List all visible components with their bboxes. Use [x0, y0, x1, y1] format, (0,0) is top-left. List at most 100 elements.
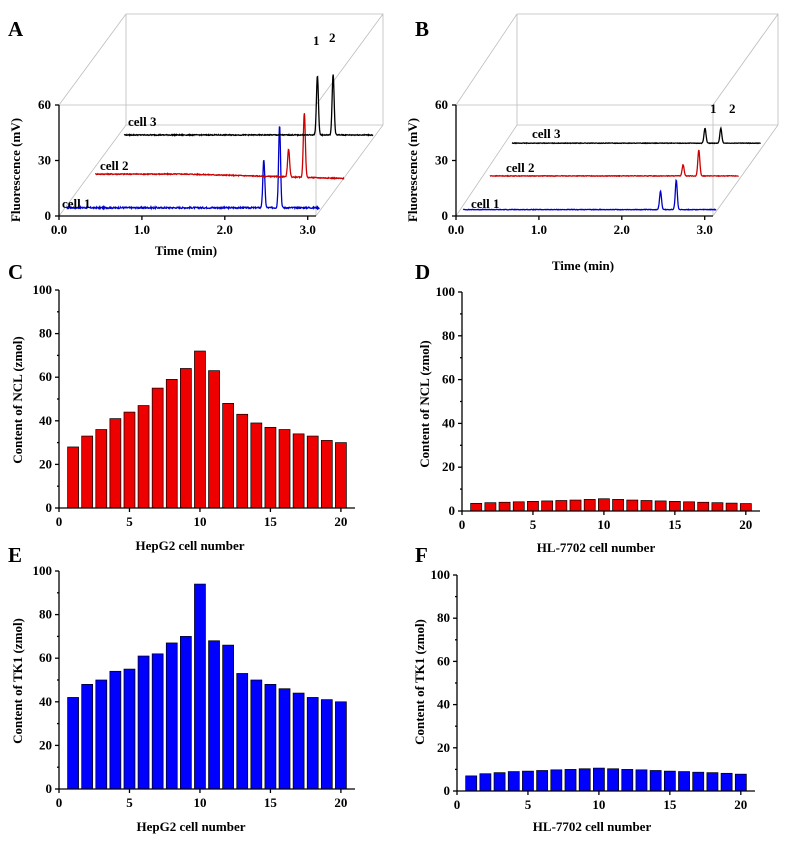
- panel-d-ticks: 0 20 40 60 80 100 0 5 10 15 20: [436, 284, 753, 532]
- panel-d-bar-17: [697, 501, 710, 512]
- panel-e-bar-5: [123, 668, 136, 790]
- panel-d-bar-7: [555, 500, 568, 512]
- panel-a-y-tick-label-0: 0: [45, 208, 52, 223]
- panel-d-bar-13: [640, 500, 653, 512]
- panel-c-bar-16: [278, 429, 291, 509]
- panel-d-bar-11: [612, 499, 624, 512]
- panel-e-bar-15: [264, 684, 277, 790]
- panel-d-bar-18: [711, 502, 724, 512]
- panel-c-x-axis-label: HepG2 cell number: [135, 538, 244, 553]
- panel-e-bars: [67, 583, 347, 790]
- panel-d-x-tick-label-15: 15: [668, 517, 682, 532]
- panel-a-y-tick-label-60: 60: [38, 97, 51, 112]
- panel-e-bar-20: [335, 701, 347, 790]
- panel-e-bar-6: [137, 655, 150, 790]
- panel-e-y-tick-label-20: 20: [39, 737, 52, 752]
- panel-d-bar-8: [569, 499, 582, 512]
- panel-f-bar-4: [507, 771, 520, 792]
- panel-b-right-floor: [712, 124, 779, 217]
- panel-b-label: B: [415, 17, 429, 41]
- panel-f-bar-13: [635, 769, 648, 792]
- panel-b-x-tick-label-3.0: 3.0: [697, 222, 713, 237]
- panel-b-x-tick-label-2.0: 2.0: [614, 222, 630, 237]
- panel-c-y-tick-label-60: 60: [39, 369, 52, 384]
- panel-e-bar-9: [180, 636, 192, 790]
- panel-d-y-tick-label-0: 0: [449, 503, 456, 518]
- panel-d-y-tick-label-60: 60: [442, 372, 455, 387]
- panel-a-label: A: [8, 17, 24, 41]
- panel-c-y-tick-label-100: 100: [33, 282, 53, 297]
- panel-b-y-tick-label-30: 30: [435, 153, 448, 168]
- panel-c-bar-19: [320, 440, 333, 509]
- panel-f-bar-16: [678, 771, 690, 792]
- panel-f-bar-19: [720, 772, 733, 792]
- panel-a-back-frame: [126, 13, 384, 125]
- panel-c-bar-13: [236, 413, 249, 509]
- panel-c-bar-1: [67, 446, 79, 509]
- panel-b-left-top: [455, 13, 518, 106]
- panel-c-y-tick-label-0: 0: [46, 500, 53, 515]
- panel-b-x-tick-label-0.0: 0.0: [448, 222, 464, 237]
- panel-f-bar-10: [593, 767, 605, 792]
- panel-a-series-label-cell-1: cell 1: [62, 196, 91, 211]
- panel-e-bar-2: [81, 684, 94, 790]
- panel-e-bar-14: [250, 679, 263, 790]
- panel-f-y-tick-label-60: 60: [437, 653, 450, 668]
- panel-a-x-tick-label-2.0: 2.0: [217, 222, 233, 237]
- panel-d-x-tick-label-5: 5: [530, 517, 537, 532]
- panel-b-peak-label-2: 2: [729, 101, 736, 116]
- panel-b-peak-label-1: 1: [710, 101, 717, 116]
- panel-e-bar-1: [67, 697, 79, 790]
- panel-f-label: F: [415, 543, 428, 567]
- panel-f-bar-6: [536, 770, 549, 792]
- panel-d-bar-4: [512, 501, 525, 512]
- panel-d-bar-10: [598, 498, 610, 512]
- panel-c-bar-3: [95, 429, 108, 509]
- panel-e-bar-3: [95, 679, 108, 790]
- panel-c: C 0 20 40 60 80 100 0 5 10 15 20 HepG2 cell number…: [8, 260, 355, 553]
- panel-f-x-tick-label-0: 0: [454, 797, 461, 812]
- panel-f-bar-2: [479, 773, 492, 792]
- panel-b-traces: [462, 126, 761, 211]
- panel-e-bar-19: [320, 699, 333, 790]
- panel-e-bar-12: [222, 644, 234, 790]
- panel-d-y-tick-label-20: 20: [442, 459, 455, 474]
- panel-c-bar-4: [109, 418, 122, 509]
- panel-b-x-axis-label: Time (min): [552, 258, 614, 273]
- panel-b: B 0 30 60 0.0 1.0 2.0 3.0 cell 1 cell 2 cell 3…: [405, 13, 779, 273]
- panel-a-x-axis-label: Time (min): [155, 243, 217, 258]
- panel-f-y-tick-label-20: 20: [437, 740, 450, 755]
- panel-d-bar-19: [725, 502, 738, 512]
- panel-f-bar-11: [607, 768, 619, 792]
- panel-c-bar-18: [306, 435, 319, 509]
- panel-c-label: C: [8, 260, 23, 284]
- panel-d-y-tick-label-80: 80: [442, 328, 455, 343]
- panel-e-y-tick-label-100: 100: [33, 563, 53, 578]
- panel-d-bar-16: [683, 501, 695, 512]
- panel-f-x-tick-label-5: 5: [525, 797, 532, 812]
- panel-a-series-label-cell-2: cell 2: [100, 158, 129, 173]
- panel-a-x-tick-label-0.0: 0.0: [51, 222, 67, 237]
- panel-c-bar-8: [165, 379, 178, 509]
- panel-a-trace-cell-2: [94, 113, 345, 180]
- panel-d-bar-20: [739, 503, 752, 512]
- panel-a-peak-label-1: 1: [313, 33, 320, 48]
- panel-f-bar-20: [734, 773, 747, 792]
- panel-d-bar-1: [470, 502, 483, 512]
- panel-a-y-axis-label: Fluorescence (mV): [8, 118, 23, 222]
- panel-e-y-tick-label-40: 40: [39, 694, 52, 709]
- panel-f-bar-12: [621, 769, 634, 792]
- panel-c-bar-7: [151, 387, 164, 509]
- panel-d-y-axis-label: Content of NCL (zmol): [417, 340, 432, 467]
- panel-c-x-tick-label-5: 5: [126, 514, 133, 529]
- panel-f-y-tick-label-0: 0: [444, 783, 451, 798]
- panel-d-bar-3: [498, 501, 511, 512]
- panel-c-bar-17: [292, 433, 305, 509]
- panel-f-x-tick-label-20: 20: [734, 797, 747, 812]
- panel-f-y-axis-label: Content of TK1 (zmol): [412, 619, 427, 745]
- panel-c-bar-6: [137, 405, 150, 509]
- panel-d-y-tick-label-100: 100: [436, 284, 456, 299]
- panel-e-bar-16: [278, 688, 291, 790]
- panel-f-bar-3: [493, 772, 506, 792]
